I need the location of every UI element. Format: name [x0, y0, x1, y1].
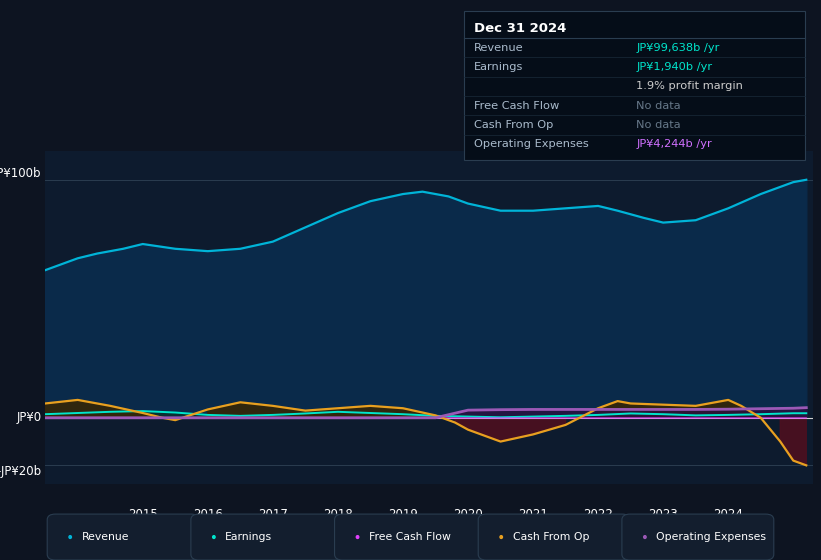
- Text: 2020: 2020: [453, 508, 483, 521]
- Text: Earnings: Earnings: [474, 62, 523, 72]
- Text: 2017: 2017: [258, 508, 288, 521]
- Text: JP¥100b: JP¥100b: [0, 167, 41, 180]
- Text: 2021: 2021: [518, 508, 548, 521]
- Text: 2018: 2018: [323, 508, 353, 521]
- Text: 2022: 2022: [583, 508, 613, 521]
- Text: 2016: 2016: [193, 508, 222, 521]
- Text: Cash From Op: Cash From Op: [513, 532, 589, 542]
- Text: JP¥99,638b /yr: JP¥99,638b /yr: [636, 43, 720, 53]
- Text: No data: No data: [636, 101, 681, 111]
- Text: Revenue: Revenue: [81, 532, 129, 542]
- Text: JP¥1,940b /yr: JP¥1,940b /yr: [636, 62, 713, 72]
- Text: Earnings: Earnings: [225, 532, 273, 542]
- Text: Dec 31 2024: Dec 31 2024: [474, 22, 566, 35]
- Text: 1.9% profit margin: 1.9% profit margin: [636, 81, 743, 91]
- Text: Operating Expenses: Operating Expenses: [474, 139, 589, 150]
- Text: 2024: 2024: [713, 508, 743, 521]
- Text: 2019: 2019: [388, 508, 418, 521]
- Text: No data: No data: [636, 120, 681, 130]
- Text: 2015: 2015: [128, 508, 158, 521]
- Text: -JP¥20b: -JP¥20b: [0, 465, 41, 478]
- Text: Revenue: Revenue: [474, 43, 523, 53]
- Text: Cash From Op: Cash From Op: [474, 120, 553, 130]
- Text: JP¥0: JP¥0: [16, 411, 41, 424]
- Text: JP¥4,244b /yr: JP¥4,244b /yr: [636, 139, 712, 150]
- Text: Free Cash Flow: Free Cash Flow: [474, 101, 559, 111]
- Text: Operating Expenses: Operating Expenses: [657, 532, 766, 542]
- Text: 2023: 2023: [649, 508, 678, 521]
- Text: Free Cash Flow: Free Cash Flow: [369, 532, 451, 542]
